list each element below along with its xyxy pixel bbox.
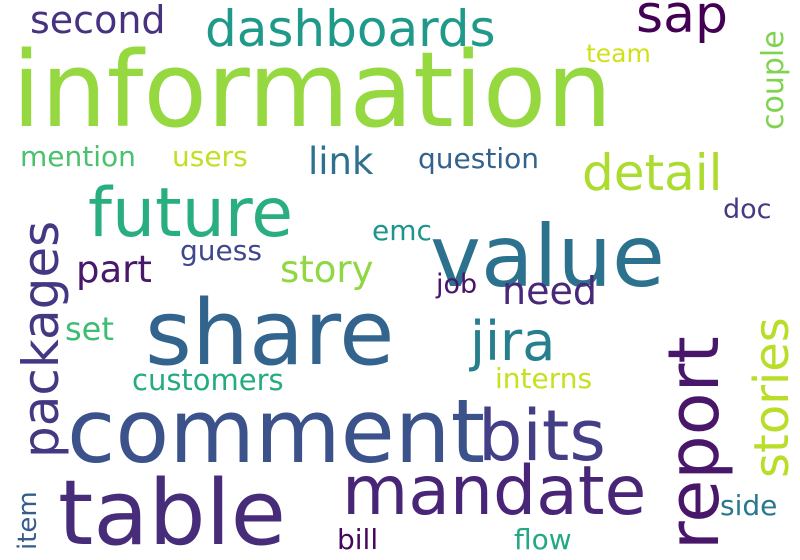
word-dashboards: dashboards (205, 0, 496, 58)
word-detail: detail (582, 144, 723, 202)
word-doc: doc (723, 194, 772, 225)
word-mandate: mandate (342, 452, 646, 531)
word-part: part (76, 248, 152, 291)
word-flow: flow (514, 523, 572, 556)
word-second: second (30, 0, 166, 42)
word-need: need (502, 269, 597, 313)
word-interns: interns (495, 362, 592, 395)
word-question: question (418, 142, 539, 175)
word-side: side (720, 489, 777, 522)
word-packages: packages (12, 221, 70, 458)
word-link: link (308, 140, 374, 183)
word-job: job (435, 269, 477, 300)
word-bits: bits (478, 395, 606, 477)
word-comment: comment (67, 380, 485, 483)
word-jira: jira (469, 310, 555, 373)
word-customers: customers (132, 363, 284, 397)
word-report: report (653, 336, 735, 550)
word-information: information (12, 29, 612, 151)
word-table: table (58, 461, 286, 560)
word-value: value (430, 207, 665, 307)
word-share: share (145, 281, 394, 386)
word-future: future (88, 174, 293, 253)
word-story: story (280, 248, 374, 291)
word-guess: guess (180, 234, 262, 267)
word-sap: sap (636, 0, 728, 45)
word-team: team (586, 39, 651, 68)
word-mention: mention (20, 140, 136, 173)
word-bill: bill (337, 523, 378, 556)
word-users: users (172, 140, 248, 173)
word-set: set (65, 310, 114, 348)
word-stories: stories (744, 317, 800, 478)
word-couple: couple (756, 30, 791, 130)
word-emc: emc (372, 214, 432, 247)
word-item: item (13, 491, 43, 550)
